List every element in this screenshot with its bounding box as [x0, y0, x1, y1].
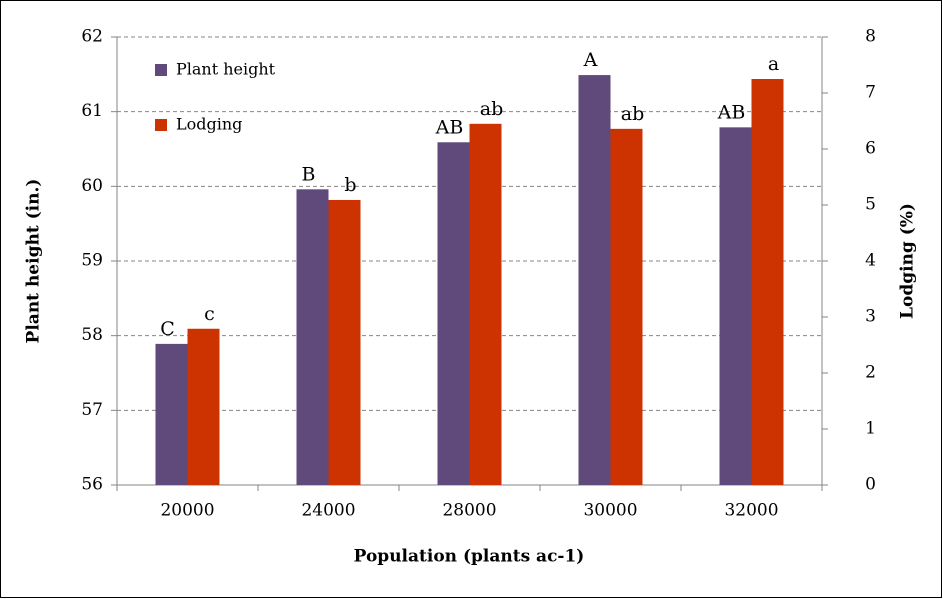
significance-letter: b [344, 174, 356, 196]
x-tick-label: 28000 [442, 501, 496, 521]
x-axis-title: Population (plants ac-1) [354, 547, 585, 567]
bar [469, 123, 502, 486]
legend-swatch [155, 119, 167, 131]
y2-tick-label: 2 [865, 363, 876, 383]
y2-tick-label: 3 [865, 307, 876, 327]
y-tick-label: 58 [81, 325, 103, 345]
y2-tick-label: 8 [865, 27, 876, 47]
y2-tick-label: 6 [865, 139, 876, 159]
y2-tick-label: 1 [865, 419, 876, 439]
significance-letter: AB [717, 101, 746, 123]
y-tick-label: 62 [81, 27, 103, 47]
y-tick-label: 60 [81, 176, 103, 196]
significance-letter: c [204, 303, 215, 325]
legend-label: Lodging [176, 115, 242, 134]
y2-tick-label: 0 [865, 475, 876, 495]
bar [155, 343, 188, 485]
y2-tick-label: 4 [865, 251, 876, 271]
significance-letter: ab [621, 103, 645, 125]
y2-axis-title: Lodging (%) [898, 203, 918, 319]
x-tick-label: 30000 [583, 501, 637, 521]
y-tick-label: 61 [81, 101, 103, 121]
bar [187, 328, 220, 485]
bar [578, 75, 611, 485]
y-axis-title: Plant height (in.) [24, 179, 44, 344]
x-tick-label: 24000 [301, 501, 355, 521]
x-tick-label: 20000 [160, 501, 214, 521]
legend-label: Plant height [176, 60, 276, 79]
legend-swatch [155, 64, 167, 76]
significance-letter: C [160, 318, 175, 340]
y2-tick-label: 7 [865, 83, 876, 103]
y-tick-label: 59 [81, 251, 103, 271]
significance-letter: A [583, 49, 598, 71]
bar [719, 127, 752, 485]
x-tick-label: 32000 [724, 501, 778, 521]
bar [610, 128, 643, 485]
bar [328, 199, 361, 485]
significance-letter: AB [435, 116, 464, 138]
significance-letter: B [302, 163, 316, 185]
y-tick-label: 57 [81, 400, 103, 420]
y2-tick-label: 5 [865, 195, 876, 215]
significance-letter: a [768, 53, 779, 75]
bar [296, 189, 329, 485]
significance-letter: ab [480, 98, 504, 120]
bar [437, 142, 470, 485]
y-tick-label: 56 [81, 475, 103, 495]
bar [751, 79, 784, 485]
